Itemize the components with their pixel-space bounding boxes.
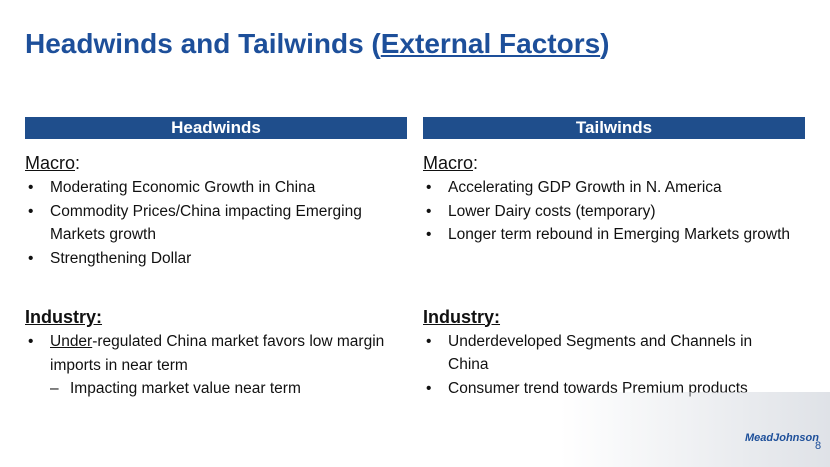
tailwinds-column: Macro: • Accelerating GDP Growth in N. Am… — [423, 150, 813, 400]
heading-colon: : — [75, 153, 81, 173]
heading-text: Macro — [423, 153, 474, 173]
sub-item: – Impacting market value near term — [50, 380, 301, 397]
item-text: Moderating Economic Growth in China — [50, 179, 316, 196]
bullet-item: • Commodity Prices/China impacting Emergi… — [28, 202, 362, 244]
bullet-item: • Lower Dairy costs (temporary) — [426, 202, 656, 220]
item-text: Longer term rebound in Emerging Markets … — [448, 226, 791, 243]
item-underlined: Under — [50, 333, 93, 350]
item-text: Accelerating GDP Growth in N. America — [448, 179, 722, 196]
item-text: Impacting market value near term — [70, 380, 301, 397]
bullet-item: • Under-regulated China market favors low… — [28, 333, 385, 374]
headwinds-column: Macro: • Moderating Economic Growth in Ch… — [25, 150, 415, 401]
slide-title: Headwinds and Tailwinds (External Factor… — [25, 28, 610, 60]
section-heading: Industry: — [423, 306, 501, 327]
bullet-item: • Longer term rebound in Emerging Markets… — [426, 226, 791, 243]
page-number: 8 — [815, 440, 822, 452]
title-text: ) — [600, 28, 610, 59]
footer-band — [560, 392, 830, 467]
bullet-item: • Moderating Economic Growth in China — [28, 179, 316, 196]
item-text: Underdeveloped Segments and Channels in … — [448, 332, 753, 374]
column-header: Tailwinds — [423, 117, 805, 139]
logo: MeadJohnson — [745, 432, 819, 444]
item-text: Lower Dairy costs (temporary) — [448, 202, 656, 220]
bullet-item: • Underdeveloped Segments and Channels in… — [426, 332, 753, 374]
heading-text: Macro — [25, 153, 76, 173]
bullet-item: • Strengthening Dollar — [28, 249, 192, 267]
item-text: -regulated China market favors low margi… — [50, 333, 385, 374]
bullet-item: • Accelerating GDP Growth in N. America — [426, 179, 722, 196]
heading-colon: : — [473, 153, 479, 173]
title-text: Headwinds and Tailwinds ( — [25, 28, 381, 59]
section-heading: Macro: — [423, 150, 813, 176]
title-underlined: External Factors — [380, 28, 601, 59]
column-header: Headwinds — [25, 117, 407, 139]
section-heading: Industry: — [25, 307, 103, 327]
item-text: Commodity Prices/China impacting Emergin… — [50, 202, 362, 244]
item-text: Strengthening Dollar — [50, 249, 192, 267]
section-heading: Macro: — [25, 150, 415, 176]
